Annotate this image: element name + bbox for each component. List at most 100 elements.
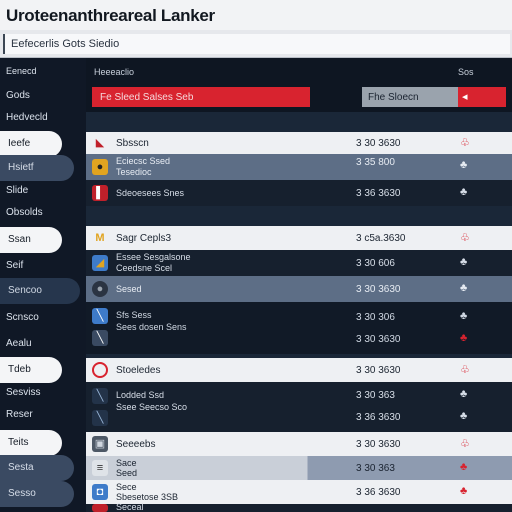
action-icon[interactable]: ♧ xyxy=(460,232,470,244)
sidebar-item[interactable]: Obsolds xyxy=(6,207,43,218)
record-icon xyxy=(92,362,108,378)
row-subtitle: Sbesetose 3SB xyxy=(116,492,179,502)
search-input[interactable]: Eefecerlis Gots Siedio xyxy=(3,34,510,54)
row-title: Sagr Cepls3 xyxy=(116,233,172,244)
doc-icon: ≡ xyxy=(92,460,108,476)
row-value: 3 30 3630 xyxy=(356,365,401,376)
table-row[interactable]: Seceal xyxy=(86,502,512,512)
row-value: 3 36 3630 xyxy=(356,188,401,199)
row-value: 3 36 3630 xyxy=(356,487,401,498)
table-row[interactable]: ◢ Essee Sesgalsone Ceedsne Scel 3 30 606… xyxy=(86,250,512,276)
sidebar-item[interactable]: Ieefe xyxy=(0,131,62,157)
action-icon[interactable]: ♣ xyxy=(460,310,468,322)
app-icon: ◣ xyxy=(95,137,105,149)
row-value: 3 30 3630 xyxy=(356,334,401,345)
row-title: Sbsscn xyxy=(116,138,149,149)
row-value: 3 30 306 xyxy=(356,312,395,323)
row-value: 3 36 3630 xyxy=(356,412,401,423)
row-value: 3 c5a.3630 xyxy=(356,233,406,244)
row-value: 3 30 3630 xyxy=(356,439,401,450)
sidebar-item[interactable]: Sesta xyxy=(0,455,74,481)
action-icon[interactable]: ♣ xyxy=(460,159,468,171)
action-icon[interactable]: ♧ xyxy=(460,438,470,450)
action-icon[interactable]: ♣ xyxy=(460,256,468,268)
action-icon[interactable]: ♣ xyxy=(460,332,468,344)
sidebar-item[interactable]: Slide xyxy=(6,185,29,196)
column-header: Heeeaclio Sos xyxy=(86,58,512,84)
app-icon: ▣ xyxy=(92,436,108,452)
row-subtitle: Ceedsne Scel xyxy=(116,263,173,273)
edit-icon: ╲ xyxy=(92,330,108,346)
row-subtitle: Eciecsc Ssed xyxy=(116,156,171,166)
sidebar-item[interactable]: Aealu xyxy=(6,338,32,349)
sidebar-item[interactable]: Sesviss xyxy=(6,387,41,398)
sidebar-item[interactable]: Sesso xyxy=(0,481,74,507)
table-row[interactable]: ● Sesed 3 30 3630 ♣ xyxy=(86,276,512,302)
action-icon[interactable]: ♣ xyxy=(460,485,468,497)
row-value: 3 35 800 xyxy=(356,157,395,168)
sidebar-item[interactable]: Seif xyxy=(6,260,24,271)
sidebar-item[interactable]: Teits xyxy=(0,430,62,456)
row-subtitle: Sece xyxy=(116,482,137,492)
chat-icon: ◘ xyxy=(92,484,108,500)
drive-icon: ◢ xyxy=(92,255,108,271)
table-row[interactable]: ▣ Seeeebs 3 30 3630 ♧ xyxy=(86,432,512,456)
row-value: 3 30 606 xyxy=(356,258,395,269)
row-value: 3 30 3630 xyxy=(356,138,401,149)
table-row[interactable]: ◣ Sbsscn 3 30 3630 ♧ xyxy=(86,132,512,154)
table-row[interactable]: ◘ Sece Sbesetose 3SB 3 36 3630 ♣ xyxy=(86,480,512,504)
sidebar-item[interactable]: Gods xyxy=(6,90,30,101)
action-icon[interactable]: ♣ xyxy=(460,282,468,294)
action-icon[interactable]: ♣ xyxy=(460,461,468,473)
filter-button[interactable]: Fe Sleed Salses Seb xyxy=(92,87,310,107)
sidebar-item[interactable]: Ssan xyxy=(0,227,62,253)
filter-row: Fe Sleed Salses Seb Fhe Sloecn ◂ xyxy=(86,84,512,112)
tool-icon: ╲ xyxy=(92,410,108,426)
sidebar-header: Eenecd xyxy=(6,66,37,76)
row-subtitle: Sdeoesees Snes xyxy=(116,188,185,198)
sidebar-item[interactable]: Hsietf xyxy=(0,155,74,181)
row-subtitle: Tesedioc xyxy=(116,167,152,177)
table-row[interactable]: ≡ Sace Seed 3 30 363 ♣ xyxy=(86,456,512,480)
row-subtitle: Essee Sesgalsone xyxy=(116,252,191,262)
search-bar: Eefecerlis Gots Siedio xyxy=(0,30,512,58)
sidebar: Eenecd Gods Hedvecld Ieefe Hsietf Slide … xyxy=(0,58,86,512)
row-subtitle: Sesed xyxy=(116,284,142,294)
sidebar-item[interactable]: Tdeb xyxy=(0,357,62,383)
table-row[interactable]: M Sagr Cepls3 3 c5a.3630 ♧ xyxy=(86,226,512,250)
column-value-header[interactable]: Sos xyxy=(458,67,474,77)
row-subtitle: Lodded Ssd xyxy=(116,390,165,400)
file-icon xyxy=(92,504,108,512)
mail-icon: M xyxy=(95,232,105,244)
title-bar: Uroteenanthreareal Lanker xyxy=(0,0,512,30)
row-value: 3 30 3630 xyxy=(356,284,401,295)
sort-button[interactable]: Fhe Sloecn xyxy=(362,87,458,107)
row-subtitle: Sees dosen Sens xyxy=(116,322,187,332)
row-subtitle: Sace xyxy=(116,458,137,468)
action-icon[interactable]: ♣ xyxy=(460,388,468,400)
main-panel: Heeeaclio Sos Fe Sleed Salses Seb Fhe Sl… xyxy=(86,58,512,512)
action-icon[interactable]: ♣ xyxy=(460,410,468,422)
action-icon[interactable]: ♧ xyxy=(460,364,470,376)
back-icon[interactable]: ◂ xyxy=(458,87,506,107)
settings-icon: ● xyxy=(92,281,108,297)
row-subtitle: Ssee Seecso Sco xyxy=(116,402,188,412)
window-title: Uroteenanthreareal Lanker xyxy=(6,6,215,25)
sidebar-item[interactable]: Sencoo xyxy=(0,278,80,304)
row-subtitle: Seed xyxy=(116,468,138,478)
row-subtitle: Seceal xyxy=(116,502,144,512)
sidebar-item[interactable]: Scnsco xyxy=(6,312,39,323)
row-value: 3 30 363 xyxy=(356,390,395,401)
column-name-header[interactable]: Heeeaclio xyxy=(94,67,135,77)
table-row[interactable]: ▌ Sdeoesees Snes 3 36 3630 ♣ xyxy=(86,180,512,206)
table-row[interactable]: ● Eciecsc Ssed Tesedioc 3 35 800 ♣ xyxy=(86,154,512,180)
file-icon: ▌ xyxy=(92,185,108,201)
tool-icon: ╲ xyxy=(92,388,108,404)
action-icon[interactable]: ♧ xyxy=(460,137,470,149)
action-icon[interactable]: ♣ xyxy=(460,186,468,198)
sidebar-item[interactable]: Hedvecld xyxy=(6,112,48,123)
table-row[interactable]: Stoeledes 3 30 3630 ♧ xyxy=(86,358,512,382)
sidebar-item[interactable]: Reser xyxy=(6,409,33,420)
table-row[interactable]: ╲ ╲ Lodded Ssd Ssee Seecso Sco 3 30 363 … xyxy=(86,382,512,434)
table-row[interactable]: ╲ ╲ Sfs Sess Sees dosen Sens 3 30 306 3 … xyxy=(86,302,512,354)
